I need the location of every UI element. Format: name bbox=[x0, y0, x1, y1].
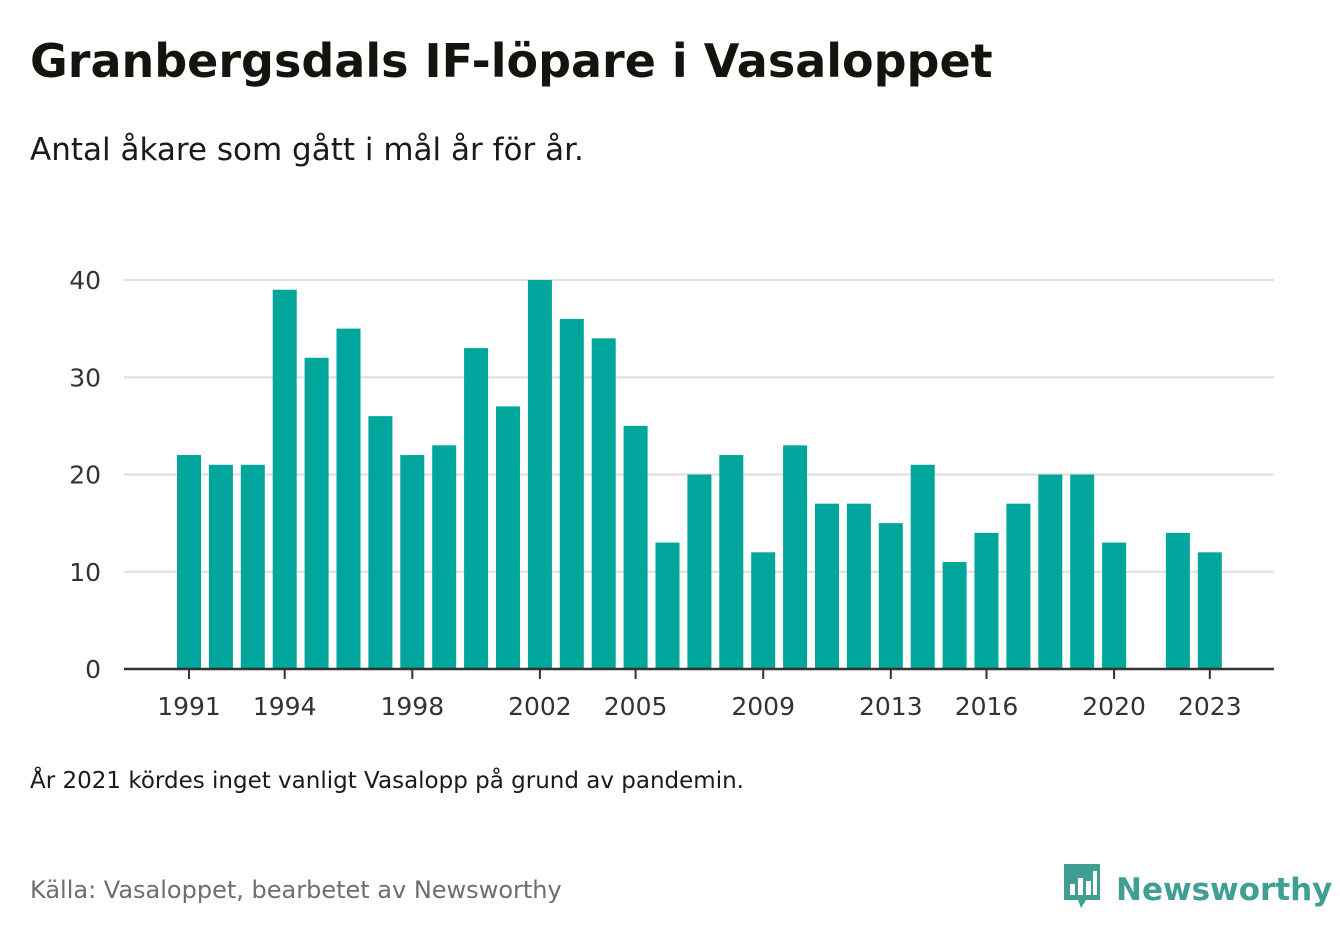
bar-2009 bbox=[751, 552, 776, 669]
chart-title: Granbergsdals IF-löpare i Vasaloppet bbox=[30, 34, 993, 88]
bar-2020 bbox=[1102, 542, 1127, 669]
y-tick-label: 40 bbox=[69, 266, 101, 295]
y-axis-labels: 0 10 20 30 40 bbox=[69, 266, 101, 684]
bar-2015 bbox=[942, 562, 967, 669]
bar-2017 bbox=[1006, 503, 1031, 669]
x-tick-label: 2002 bbox=[508, 692, 572, 721]
bar-2004 bbox=[591, 338, 616, 669]
x-tick-label: 2016 bbox=[955, 692, 1019, 721]
bar-2006 bbox=[655, 542, 680, 669]
bar-2000 bbox=[464, 348, 489, 669]
bar-chart: 0 10 20 30 40 1991 1994 1998 2002 2005 2009 2013 20… bbox=[69, 266, 1274, 721]
x-tick-label: 1991 bbox=[157, 692, 221, 721]
x-tick-label: 2013 bbox=[859, 692, 923, 721]
x-tick-label: 2023 bbox=[1178, 692, 1242, 721]
bar-2023 bbox=[1197, 552, 1222, 669]
bar-2007 bbox=[687, 474, 712, 669]
bars bbox=[177, 280, 1222, 669]
bar-1998 bbox=[400, 455, 425, 669]
bar-2002 bbox=[527, 280, 552, 669]
y-tick-label: 30 bbox=[69, 363, 101, 392]
source-credit: Källa: Vasaloppet, bearbetet av Newswort… bbox=[30, 876, 562, 904]
bar-2018 bbox=[1038, 474, 1063, 669]
x-tick-label: 1998 bbox=[380, 692, 444, 721]
chart-subtitle: Antal åkare som gått i mål år för år. bbox=[30, 132, 584, 168]
y-tick-label: 20 bbox=[69, 461, 101, 490]
x-tick-label: 2005 bbox=[604, 692, 668, 721]
bar-2005 bbox=[623, 425, 648, 669]
bar-2022 bbox=[1165, 532, 1190, 669]
bar-2014 bbox=[910, 464, 935, 669]
x-axis-labels: 1991 1994 1998 2002 2005 2009 2013 2016 2020 2023 bbox=[157, 692, 1241, 721]
y-tick-label: 0 bbox=[85, 655, 101, 684]
brand-name: Newsworthy bbox=[1116, 871, 1333, 908]
bar-chart-speech-bubble-icon bbox=[1062, 862, 1102, 917]
bar-2010 bbox=[783, 445, 808, 669]
x-axis bbox=[124, 667, 1274, 679]
bar-2011 bbox=[815, 503, 839, 669]
bar-1991 bbox=[177, 455, 201, 669]
bar-2003 bbox=[559, 318, 584, 669]
bar-1997 bbox=[368, 416, 393, 669]
bar-1992 bbox=[208, 464, 233, 669]
x-tick-label: 2009 bbox=[731, 692, 795, 721]
bar-1994 bbox=[272, 289, 297, 669]
brand-logo: Newsworthy bbox=[1062, 862, 1332, 917]
x-tick-label: 2020 bbox=[1082, 692, 1146, 721]
bar-2013 bbox=[878, 523, 903, 669]
bar-1993 bbox=[240, 464, 265, 669]
bar-1995 bbox=[304, 357, 329, 669]
bar-1996 bbox=[336, 328, 361, 669]
bar-2019 bbox=[1070, 474, 1095, 669]
bar-1999 bbox=[432, 445, 457, 669]
bar-2012 bbox=[846, 503, 871, 669]
bar-2016 bbox=[974, 532, 999, 669]
x-tick-label: 1994 bbox=[253, 692, 317, 721]
y-tick-label: 10 bbox=[69, 558, 101, 587]
footnote: År 2021 kördes inget vanligt Vasalopp på… bbox=[30, 768, 744, 794]
bar-2001 bbox=[496, 406, 520, 669]
bar-2008 bbox=[719, 455, 744, 669]
